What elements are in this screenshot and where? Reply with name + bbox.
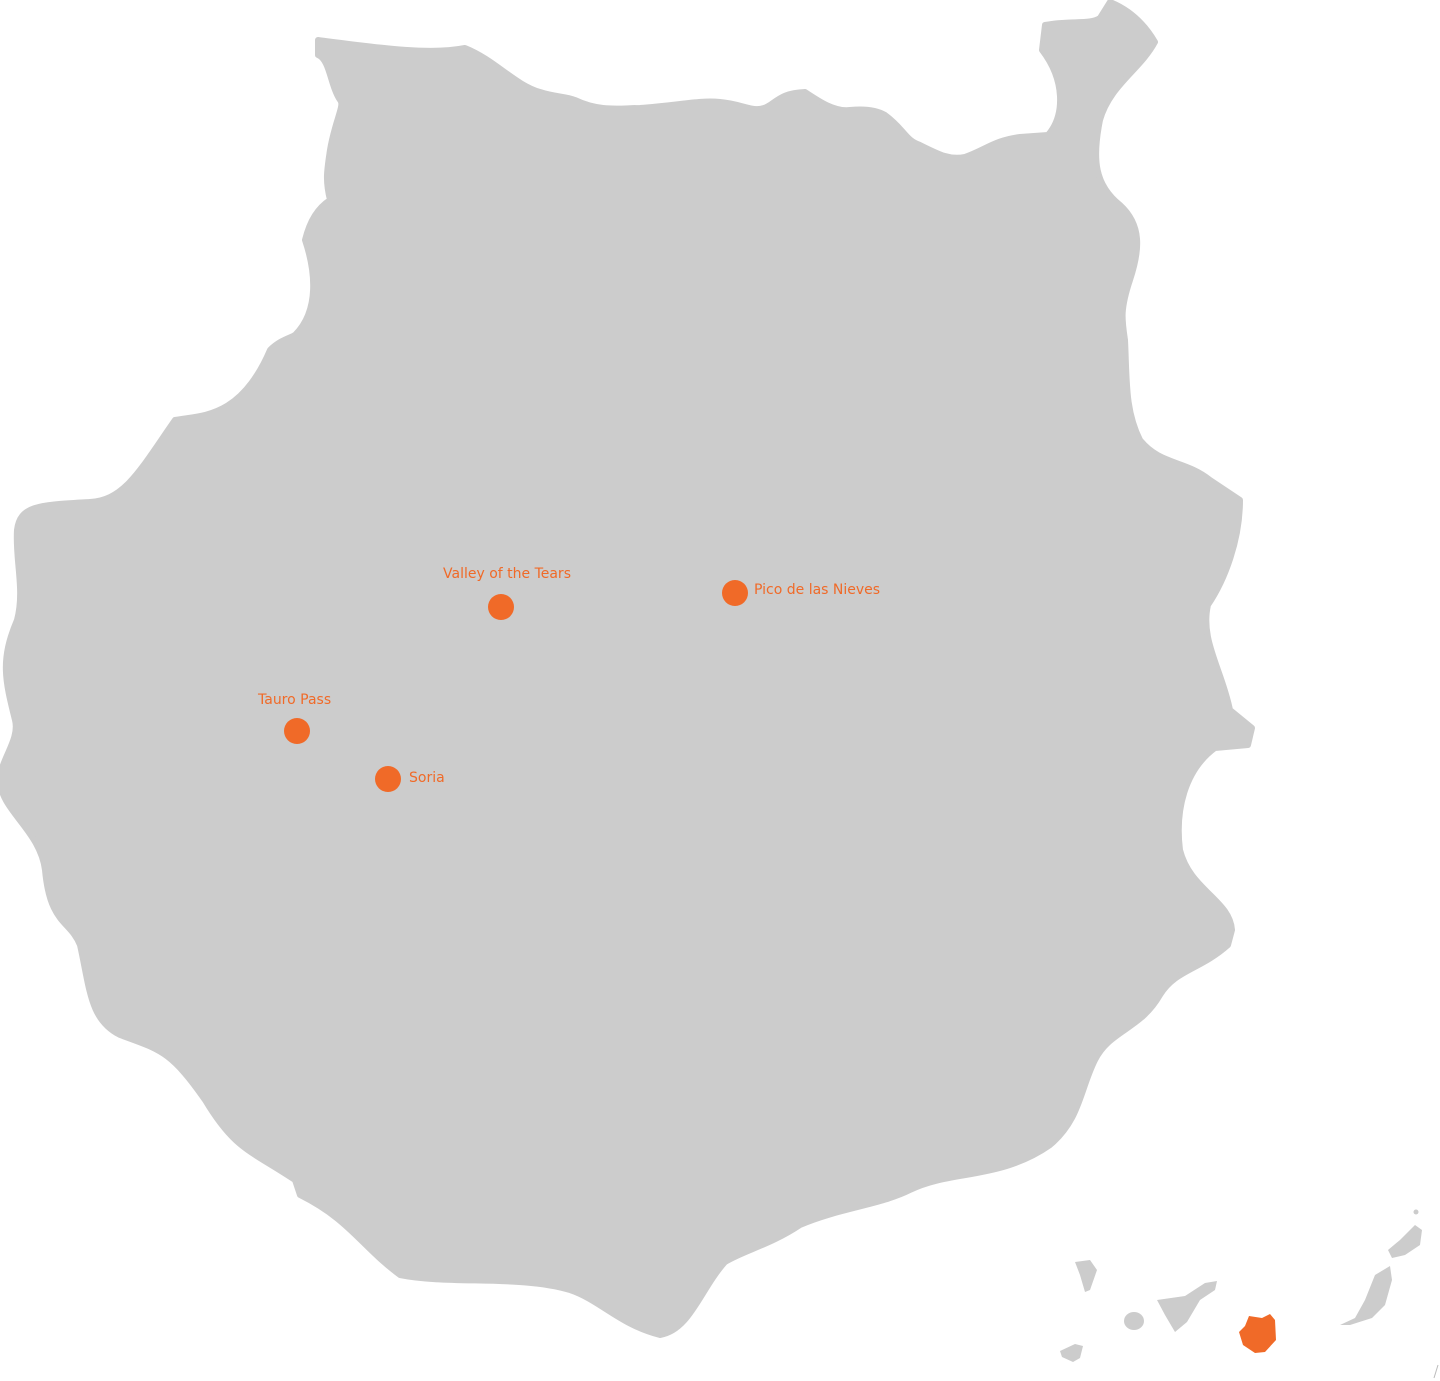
location-marker-pico-de-las-nieves[interactable]	[722, 580, 748, 606]
location-marker-soria[interactable]	[375, 766, 401, 792]
location-label-soria: Soria	[409, 770, 445, 786]
location-label-tauro-pass: Tauro Pass	[258, 692, 332, 708]
lanzarote-island	[1388, 1225, 1422, 1258]
inset-edge-mark	[1433, 1364, 1439, 1379]
location-marker-tauro-pass[interactable]	[284, 718, 310, 744]
gran-canaria-inset-highlighted	[1239, 1314, 1276, 1353]
location-label-pico-de-las-nieves: Pico de las Nieves	[754, 582, 881, 598]
location-label-valley-of-the-tears: Valley of the Tears	[443, 566, 571, 582]
canary-islands-inset	[1060, 1209, 1439, 1379]
gran-canaria-outline	[0, 0, 1255, 1338]
location-marker-valley-of-the-tears[interactable]	[488, 594, 514, 620]
el-hierro-island	[1060, 1344, 1083, 1362]
la-palma-island	[1075, 1260, 1097, 1292]
la-gomera-island	[1124, 1312, 1144, 1330]
la-graciosa-island	[1413, 1209, 1419, 1215]
fuerteventura-island	[1340, 1266, 1392, 1325]
tenerife-island	[1157, 1281, 1217, 1332]
